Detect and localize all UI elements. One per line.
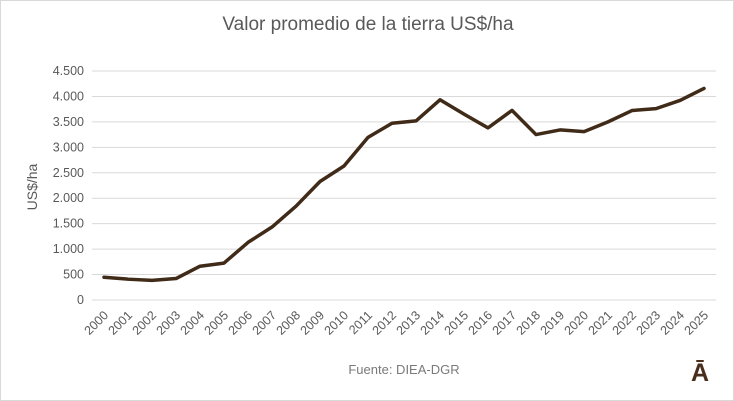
x-tick-label: 2016	[466, 308, 496, 338]
x-tick-label: 2006	[226, 308, 256, 338]
y-tick-label: 2.500	[53, 166, 84, 180]
chart-title: Valor promedio de la tierra US$/ha	[222, 14, 514, 35]
y-tick-label: 1.500	[53, 217, 84, 231]
x-tick-label: 2011	[346, 308, 375, 337]
y-tick-label: 4.000	[53, 89, 84, 103]
x-tick-label: 2022	[610, 308, 640, 338]
x-tick-label: 2002	[130, 308, 160, 338]
x-tick-label: 2021	[586, 308, 616, 338]
data-line	[102, 86, 706, 283]
y-tick-label: 3.500	[53, 115, 84, 129]
brand-logo: Ā	[690, 359, 709, 387]
y-tick-label: 2.000	[53, 191, 84, 205]
x-tick-label: 2025	[682, 308, 712, 338]
x-tick-label: 2010	[322, 308, 352, 338]
x-tick-label: 2018	[514, 308, 544, 338]
y-tick-label: 1.000	[53, 242, 84, 256]
x-tick-label: 2008	[274, 308, 304, 338]
x-tick-label: 2007	[250, 308, 280, 338]
x-tick-label: 2019	[538, 308, 568, 338]
x-tick-label: 2000	[82, 308, 112, 338]
y-tick-label: 500	[63, 268, 84, 282]
x-tick-label: 2024	[658, 308, 688, 338]
source-caption: Fuente: DIEA-DGR	[348, 362, 460, 377]
y-tick-label: 4.500	[53, 64, 84, 78]
x-tick-label: 2004	[178, 308, 208, 338]
x-tick-label: 2009	[298, 308, 328, 338]
x-tick-label: 2012	[370, 308, 400, 338]
x-tick-label: 2015	[442, 308, 472, 338]
x-tick-label: 2023	[634, 308, 664, 338]
x-tick-label: 2005	[202, 308, 232, 338]
y-tick-label: 3.000	[53, 140, 84, 154]
x-tick-label: 2014	[418, 308, 448, 338]
y-tick-label: 0	[77, 293, 84, 307]
x-tick-label: 2001	[106, 308, 136, 338]
x-tick-label: 2017	[490, 308, 520, 338]
x-tick-label: 2003	[154, 308, 184, 338]
x-tick-label: 2013	[394, 308, 424, 338]
x-tick-label: 2020	[562, 308, 592, 338]
